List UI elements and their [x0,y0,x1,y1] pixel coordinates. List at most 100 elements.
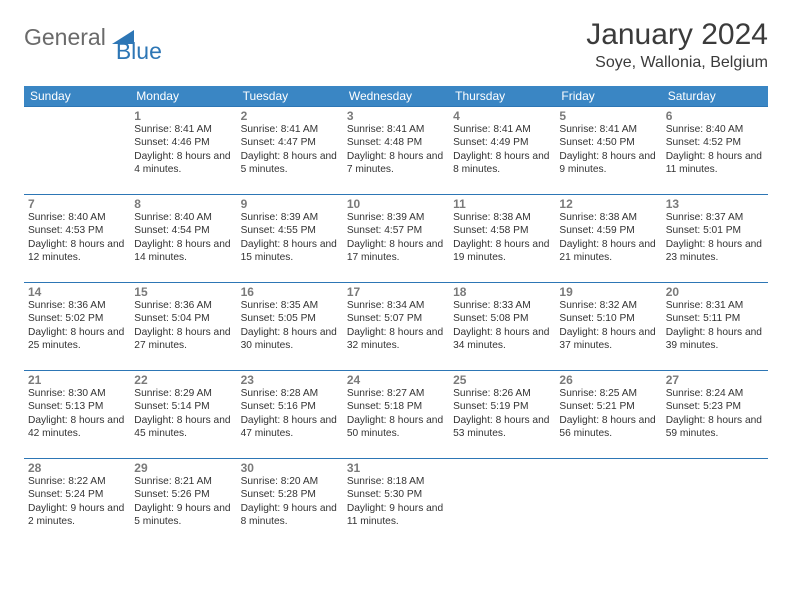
day-info: Sunrise: 8:24 AMSunset: 5:23 PMDaylight:… [666,387,764,440]
calendar-day-cell: 4Sunrise: 8:41 AMSunset: 4:49 PMDaylight… [449,107,555,195]
logo: General Blue [24,18,184,51]
calendar-day-cell: 11Sunrise: 8:38 AMSunset: 4:58 PMDayligh… [449,195,555,283]
calendar-day-cell: 3Sunrise: 8:41 AMSunset: 4:48 PMDaylight… [343,107,449,195]
calendar-day-cell: 13Sunrise: 8:37 AMSunset: 5:01 PMDayligh… [662,195,768,283]
day-number: 28 [28,461,126,475]
day-number: 19 [559,285,657,299]
calendar-day-cell: 27Sunrise: 8:24 AMSunset: 5:23 PMDayligh… [662,371,768,459]
weekday-header: Wednesday [343,86,449,107]
day-info: Sunrise: 8:40 AMSunset: 4:52 PMDaylight:… [666,123,764,176]
weekday-header: Friday [555,86,661,107]
day-info: Sunrise: 8:40 AMSunset: 4:54 PMDaylight:… [134,211,232,264]
day-info: Sunrise: 8:41 AMSunset: 4:48 PMDaylight:… [347,123,445,176]
calendar-day-cell: 23Sunrise: 8:28 AMSunset: 5:16 PMDayligh… [237,371,343,459]
day-info: Sunrise: 8:32 AMSunset: 5:10 PMDaylight:… [559,299,657,352]
calendar-day-cell: 7Sunrise: 8:40 AMSunset: 4:53 PMDaylight… [24,195,130,283]
calendar-day-cell: 21Sunrise: 8:30 AMSunset: 5:13 PMDayligh… [24,371,130,459]
day-info: Sunrise: 8:20 AMSunset: 5:28 PMDaylight:… [241,475,339,528]
calendar-day-cell: 19Sunrise: 8:32 AMSunset: 5:10 PMDayligh… [555,283,661,371]
calendar-day-cell: 22Sunrise: 8:29 AMSunset: 5:14 PMDayligh… [130,371,236,459]
day-info: Sunrise: 8:41 AMSunset: 4:50 PMDaylight:… [559,123,657,176]
weekday-header: Monday [130,86,236,107]
calendar-day-cell: 5Sunrise: 8:41 AMSunset: 4:50 PMDaylight… [555,107,661,195]
logo-text-blue: Blue [116,38,162,65]
weekday-header: Sunday [24,86,130,107]
day-number: 30 [241,461,339,475]
weekday-header: Saturday [662,86,768,107]
day-number: 21 [28,373,126,387]
calendar-day-cell: 6Sunrise: 8:40 AMSunset: 4:52 PMDaylight… [662,107,768,195]
day-number: 18 [453,285,551,299]
calendar-header-row: SundayMondayTuesdayWednesdayThursdayFrid… [24,86,768,107]
calendar-day-cell: 16Sunrise: 8:35 AMSunset: 5:05 PMDayligh… [237,283,343,371]
day-number: 24 [347,373,445,387]
day-number: 3 [347,109,445,123]
day-info: Sunrise: 8:41 AMSunset: 4:49 PMDaylight:… [453,123,551,176]
calendar-day-cell: 25Sunrise: 8:26 AMSunset: 5:19 PMDayligh… [449,371,555,459]
day-info: Sunrise: 8:25 AMSunset: 5:21 PMDaylight:… [559,387,657,440]
calendar-day-cell [662,459,768,547]
calendar-day-cell: 1Sunrise: 8:41 AMSunset: 4:46 PMDaylight… [130,107,236,195]
calendar-day-cell: 2Sunrise: 8:41 AMSunset: 4:47 PMDaylight… [237,107,343,195]
day-number: 9 [241,197,339,211]
day-number: 12 [559,197,657,211]
day-info: Sunrise: 8:31 AMSunset: 5:11 PMDaylight:… [666,299,764,352]
calendar-week-row: 1Sunrise: 8:41 AMSunset: 4:46 PMDaylight… [24,107,768,195]
day-info: Sunrise: 8:36 AMSunset: 5:04 PMDaylight:… [134,299,232,352]
header: General Blue January 2024 Soye, Wallonia… [24,18,768,72]
day-number: 2 [241,109,339,123]
day-info: Sunrise: 8:39 AMSunset: 4:57 PMDaylight:… [347,211,445,264]
calendar-day-cell: 14Sunrise: 8:36 AMSunset: 5:02 PMDayligh… [24,283,130,371]
day-info: Sunrise: 8:38 AMSunset: 4:58 PMDaylight:… [453,211,551,264]
day-info: Sunrise: 8:18 AMSunset: 5:30 PMDaylight:… [347,475,445,528]
calendar-table: SundayMondayTuesdayWednesdayThursdayFrid… [24,86,768,547]
location: Soye, Wallonia, Belgium [586,54,768,72]
day-info: Sunrise: 8:22 AMSunset: 5:24 PMDaylight:… [28,475,126,528]
calendar-day-cell: 17Sunrise: 8:34 AMSunset: 5:07 PMDayligh… [343,283,449,371]
calendar-week-row: 7Sunrise: 8:40 AMSunset: 4:53 PMDaylight… [24,195,768,283]
day-number: 8 [134,197,232,211]
day-number: 15 [134,285,232,299]
day-info: Sunrise: 8:29 AMSunset: 5:14 PMDaylight:… [134,387,232,440]
calendar-week-row: 28Sunrise: 8:22 AMSunset: 5:24 PMDayligh… [24,459,768,547]
day-info: Sunrise: 8:30 AMSunset: 5:13 PMDaylight:… [28,387,126,440]
day-number: 11 [453,197,551,211]
day-info: Sunrise: 8:40 AMSunset: 4:53 PMDaylight:… [28,211,126,264]
title-block: January 2024 Soye, Wallonia, Belgium [586,18,768,72]
day-number: 25 [453,373,551,387]
day-number: 14 [28,285,126,299]
calendar-day-cell [555,459,661,547]
weekday-header: Tuesday [237,86,343,107]
day-number: 16 [241,285,339,299]
day-info: Sunrise: 8:39 AMSunset: 4:55 PMDaylight:… [241,211,339,264]
day-info: Sunrise: 8:41 AMSunset: 4:47 PMDaylight:… [241,123,339,176]
day-number: 29 [134,461,232,475]
day-info: Sunrise: 8:38 AMSunset: 4:59 PMDaylight:… [559,211,657,264]
calendar-day-cell: 31Sunrise: 8:18 AMSunset: 5:30 PMDayligh… [343,459,449,547]
day-info: Sunrise: 8:33 AMSunset: 5:08 PMDaylight:… [453,299,551,352]
day-info: Sunrise: 8:26 AMSunset: 5:19 PMDaylight:… [453,387,551,440]
calendar-week-row: 14Sunrise: 8:36 AMSunset: 5:02 PMDayligh… [24,283,768,371]
calendar-week-row: 21Sunrise: 8:30 AMSunset: 5:13 PMDayligh… [24,371,768,459]
calendar-day-cell: 24Sunrise: 8:27 AMSunset: 5:18 PMDayligh… [343,371,449,459]
calendar-body: 1Sunrise: 8:41 AMSunset: 4:46 PMDaylight… [24,107,768,547]
day-info: Sunrise: 8:34 AMSunset: 5:07 PMDaylight:… [347,299,445,352]
calendar-day-cell: 29Sunrise: 8:21 AMSunset: 5:26 PMDayligh… [130,459,236,547]
calendar-day-cell: 18Sunrise: 8:33 AMSunset: 5:08 PMDayligh… [449,283,555,371]
day-info: Sunrise: 8:21 AMSunset: 5:26 PMDaylight:… [134,475,232,528]
day-number: 6 [666,109,764,123]
day-number: 20 [666,285,764,299]
day-number: 31 [347,461,445,475]
calendar-day-cell: 26Sunrise: 8:25 AMSunset: 5:21 PMDayligh… [555,371,661,459]
day-info: Sunrise: 8:27 AMSunset: 5:18 PMDaylight:… [347,387,445,440]
day-number: 7 [28,197,126,211]
calendar-day-cell: 15Sunrise: 8:36 AMSunset: 5:04 PMDayligh… [130,283,236,371]
calendar-day-cell: 28Sunrise: 8:22 AMSunset: 5:24 PMDayligh… [24,459,130,547]
day-number: 26 [559,373,657,387]
day-number: 27 [666,373,764,387]
day-info: Sunrise: 8:35 AMSunset: 5:05 PMDaylight:… [241,299,339,352]
calendar-day-cell: 20Sunrise: 8:31 AMSunset: 5:11 PMDayligh… [662,283,768,371]
day-info: Sunrise: 8:36 AMSunset: 5:02 PMDaylight:… [28,299,126,352]
calendar-day-cell: 8Sunrise: 8:40 AMSunset: 4:54 PMDaylight… [130,195,236,283]
day-number: 13 [666,197,764,211]
